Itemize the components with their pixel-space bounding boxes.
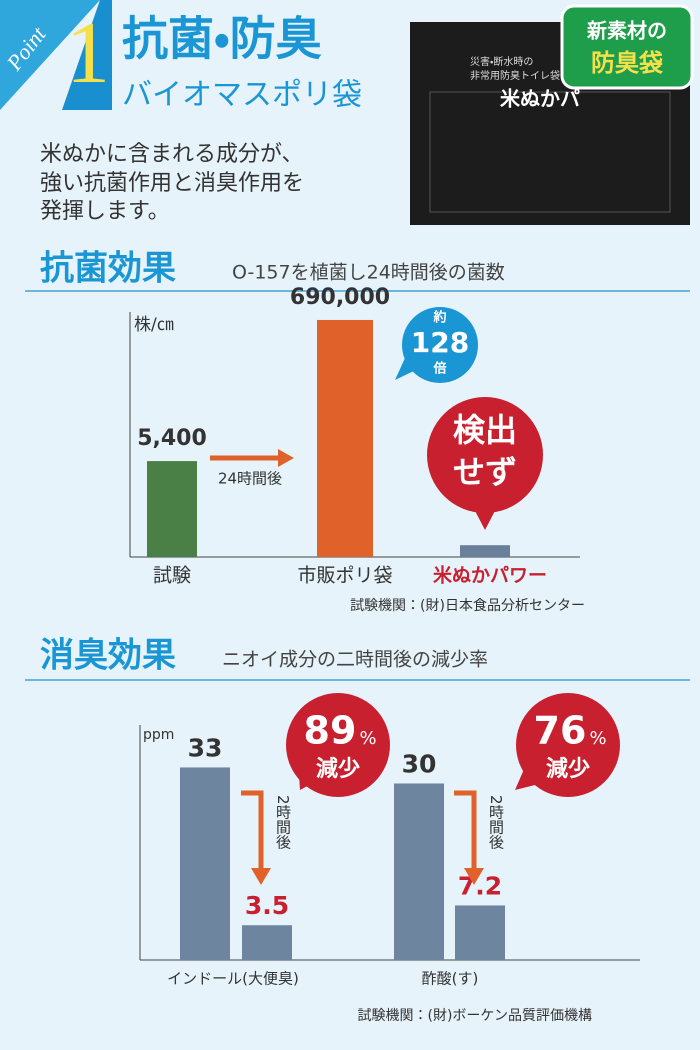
reduction-number: 76 <box>534 709 587 753</box>
ratio-text: 約 <box>432 310 446 326</box>
point-number: 1 <box>66 5 110 102</box>
reduction-number: 89 <box>304 709 357 753</box>
bar <box>460 545 510 557</box>
value-label: 30 <box>402 749 437 778</box>
ratio-text: 倍 <box>432 361 446 377</box>
source: 試験機関：(財)ボーケン品質評価機構 <box>357 1007 592 1024</box>
product-panel <box>429 91 671 213</box>
badge-text: 新素材の <box>586 19 667 43</box>
x-tick-label: インドール(大便臭) <box>167 970 299 988</box>
bar <box>455 905 505 960</box>
arrow-head <box>251 868 271 885</box>
annotation: 2時間後 <box>487 795 505 850</box>
bubble-pointer <box>395 358 420 380</box>
subtitle: バイオマスポリ袋 <box>122 78 362 113</box>
value-label: 7.2 <box>458 871 502 900</box>
number-box <box>62 0 112 110</box>
x-tick-label: 酢酸(す) <box>422 970 479 988</box>
reduction-unit: % <box>589 728 606 749</box>
product-tagline: 災害・断水時の <box>470 55 533 68</box>
annotation: 2時間後 <box>274 795 292 850</box>
result-bubble <box>427 397 543 513</box>
value-label: 5,400 <box>137 426 207 451</box>
value-label: 3.5 <box>245 891 289 920</box>
arrow-shaft <box>241 790 264 870</box>
product-badge <box>560 4 694 90</box>
value-label: 690,000 <box>290 285 390 310</box>
product-name: 非常用防臭トイレ袋 <box>470 69 560 82</box>
section-subtitle: ニオイ成分の二時間後の減少率 <box>222 649 488 671</box>
ratio-bubble <box>402 307 478 383</box>
result-text: せず <box>453 453 517 491</box>
annotation: 24時間後 <box>218 470 282 488</box>
description-line: 発揮します。 <box>40 199 170 224</box>
bar <box>394 783 444 960</box>
section-title: 抗菌効果 <box>40 249 176 289</box>
badge-text: 防臭袋 <box>591 49 663 77</box>
source: 試験機関：(財)日本食品分析センター <box>350 598 585 614</box>
reduction-bubble <box>286 693 390 797</box>
bar <box>180 767 230 960</box>
corner-triangle <box>0 0 100 110</box>
ratio-text: 128 <box>411 326 469 359</box>
x-tick-label: 市販ポリ袋 <box>297 565 392 587</box>
reduction-bubble <box>516 693 620 797</box>
title: 抗菌・防臭 <box>122 12 322 66</box>
section-subtitle: O-157を植菌し24時間後の菌数 <box>232 262 505 284</box>
description-line: 強い抗菌作用と消臭作用を <box>40 171 304 196</box>
bar <box>147 461 197 557</box>
arrow-head <box>464 868 484 885</box>
x-tick-label: 米ぬかパワー <box>433 564 547 587</box>
value-label: 33 <box>188 733 223 762</box>
y-axis-label: ppm <box>143 727 174 743</box>
arrow-shaft <box>454 790 477 870</box>
bar <box>317 319 373 557</box>
x-tick-label: 試験 <box>153 565 191 587</box>
result-text: 検出 <box>453 411 517 449</box>
section-title: 消臭効果 <box>40 636 176 676</box>
reduction-unit: % <box>359 728 376 749</box>
y-axis-label: 株/㎝ <box>134 315 174 335</box>
arrow-head <box>278 449 294 467</box>
reduction-text: 減少 <box>316 757 360 782</box>
bar <box>242 925 292 960</box>
description-line: 米ぬかに含まれる成分が、 <box>40 142 304 167</box>
reduction-text: 減少 <box>546 757 590 782</box>
product-brand: 米ぬかパ <box>500 87 580 111</box>
